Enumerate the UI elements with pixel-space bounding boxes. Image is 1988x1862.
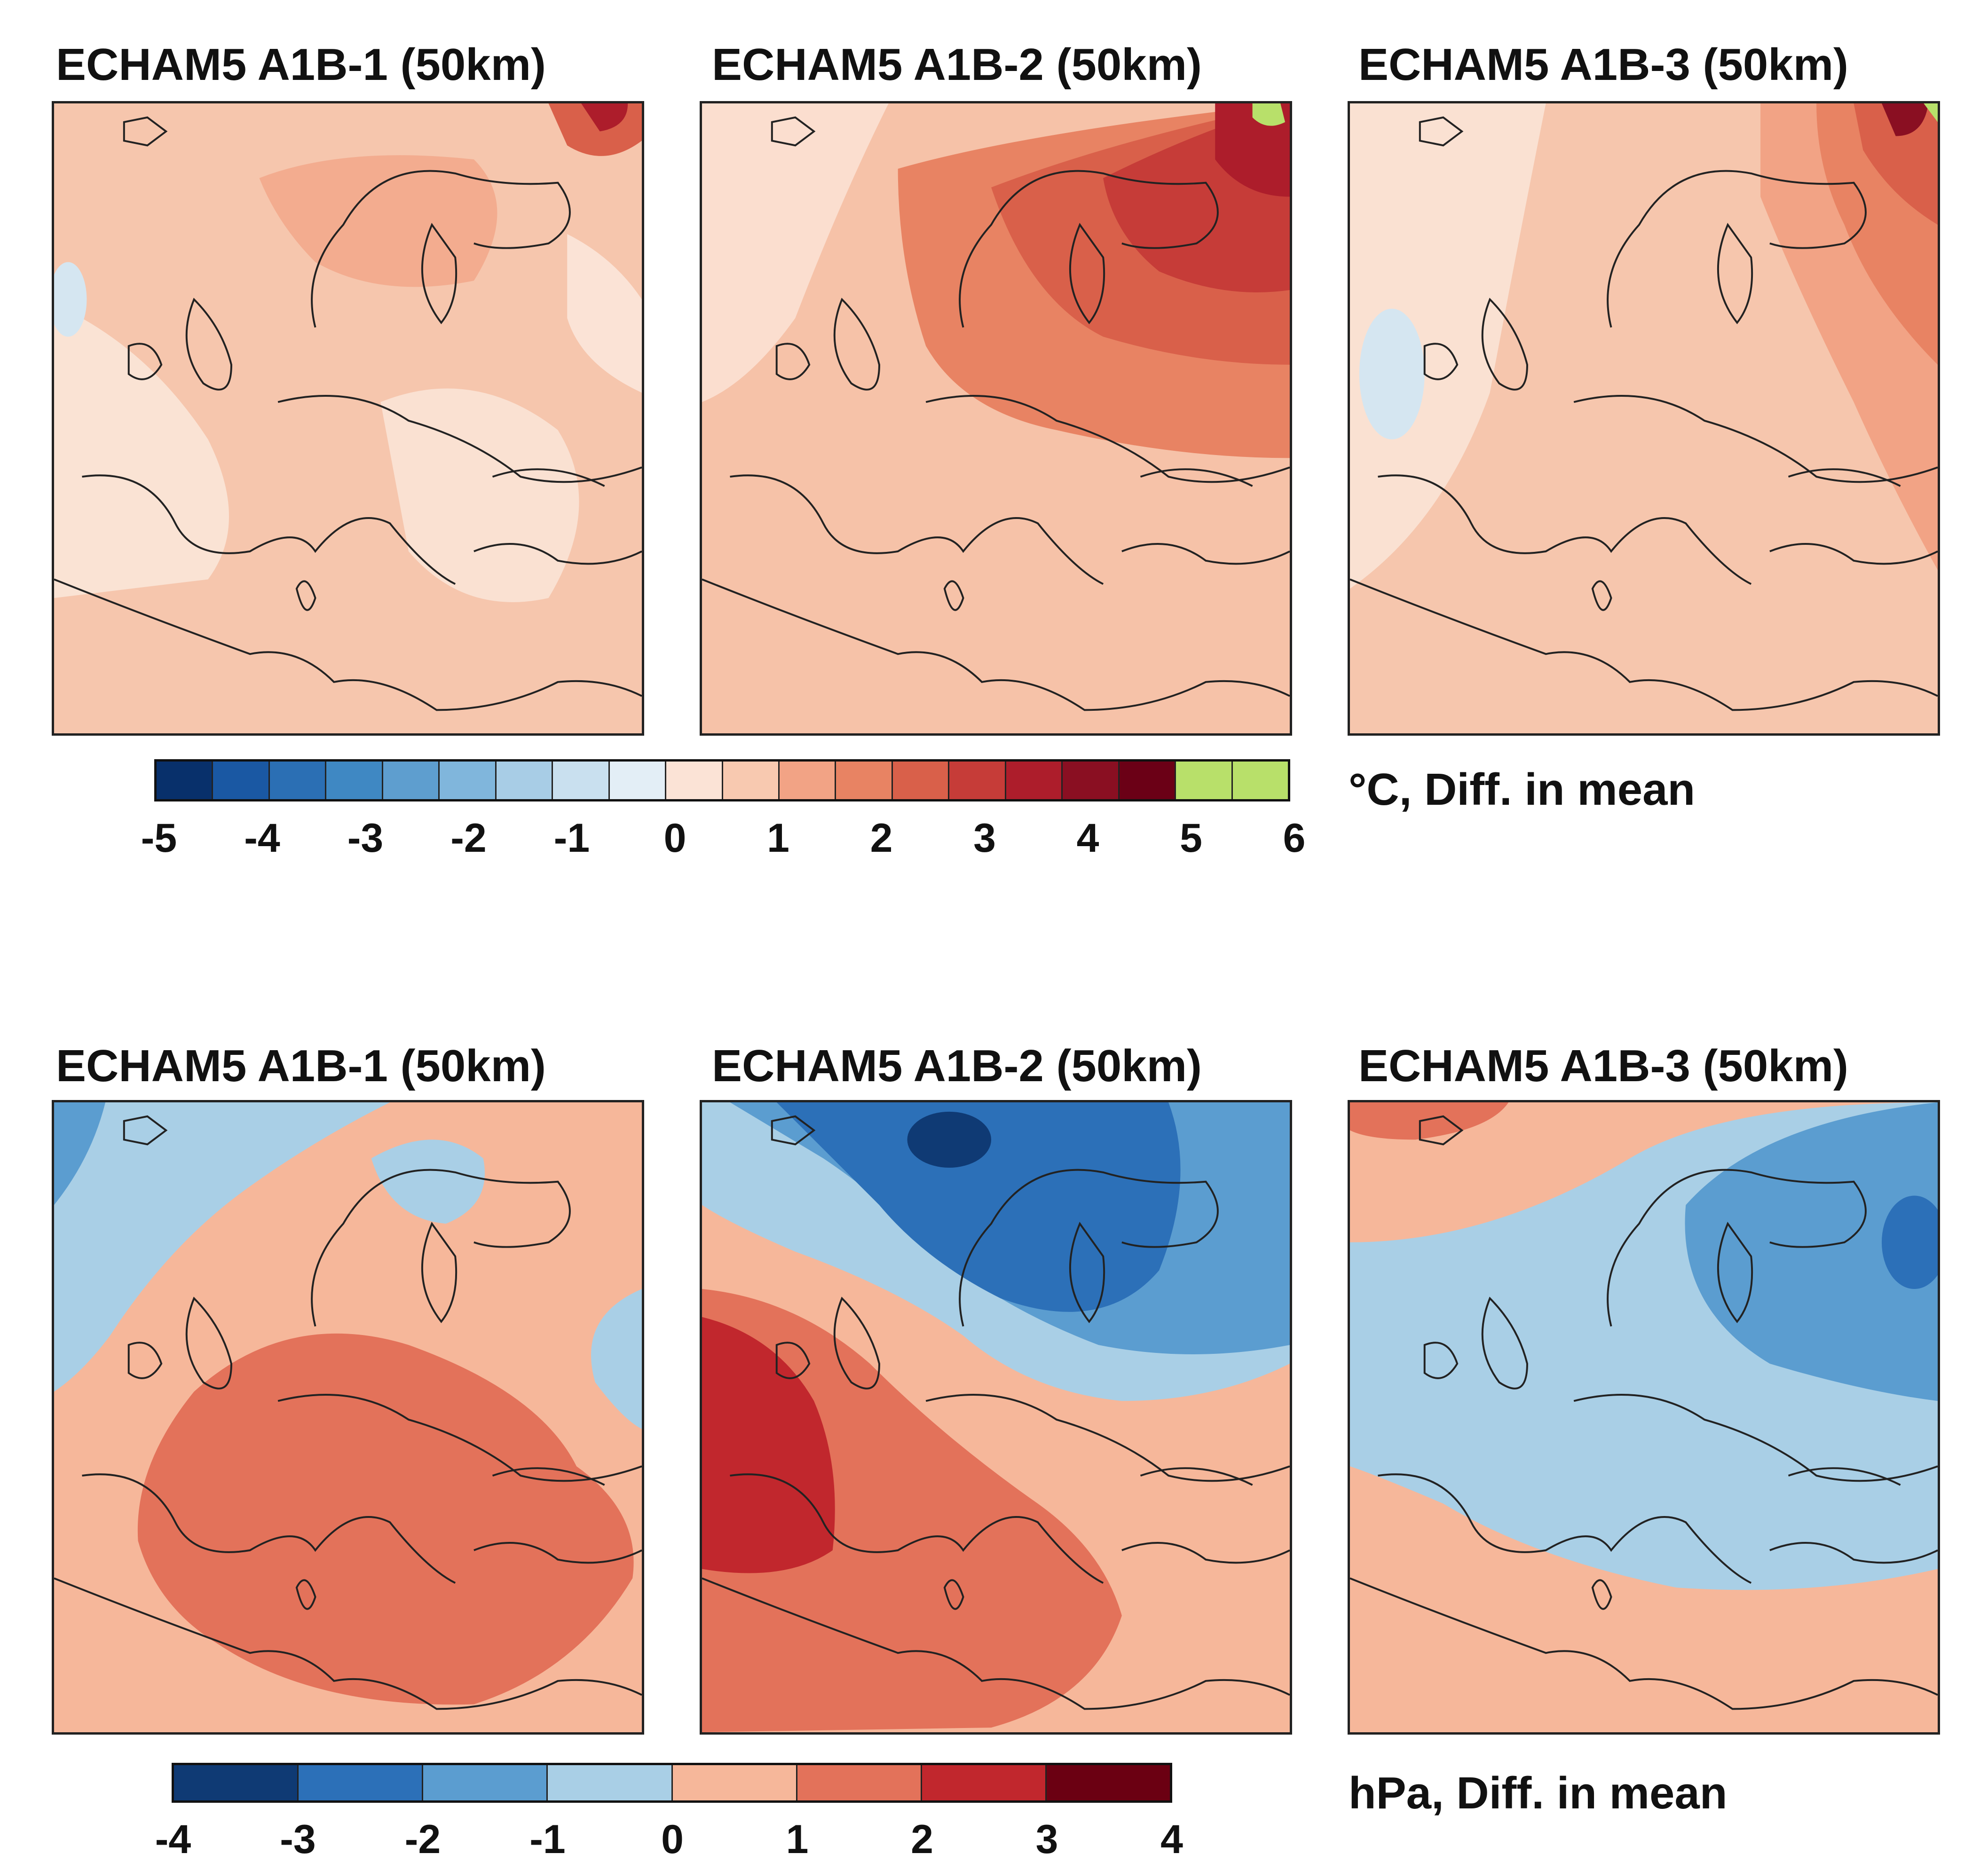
colorbar-bin (326, 762, 383, 799)
colorbar-bin (836, 762, 893, 799)
pressure-unit-label: hPa, Diff. in mean (1349, 1768, 1728, 1818)
temperature-unit-label: °C, Diff. in mean (1349, 764, 1696, 815)
colorbar-tick-label: 1 (767, 816, 789, 861)
colorbar-bin (553, 762, 610, 799)
panel-title-bottom-2: ECHAM5 A1B-2 (50km) (711, 1041, 1202, 1091)
panel-title-bottom-1: ECHAM5 A1B-1 (50km) (55, 1041, 546, 1091)
colorbar-bin (299, 1765, 424, 1800)
colorbar-bin (797, 1765, 922, 1800)
colorbar-bin (609, 762, 667, 799)
temperature-colorbar (154, 759, 1290, 801)
colorbar-bin (213, 762, 270, 799)
colorbar-tick-label: -2 (404, 1817, 441, 1862)
colorbar-bin (949, 762, 1006, 799)
colorbar-bin (548, 1765, 673, 1800)
colorbar-tick-label: -1 (553, 816, 590, 861)
colorbar-tick-label: 3 (973, 816, 996, 861)
colorbar-bin (383, 762, 440, 799)
pressure-map-a1b-1 (52, 1100, 644, 1735)
colorbar-tick-label: 6 (1283, 816, 1306, 861)
panel-title-bottom-3: ECHAM5 A1B-3 (50km) (1358, 1041, 1849, 1091)
colorbar-bin (723, 762, 780, 799)
colorbar-tick-label: 1 (786, 1817, 809, 1862)
colorbar-bin (922, 1765, 1047, 1800)
temperature-map-a1b-2 (700, 101, 1292, 736)
colorbar-bin (1232, 762, 1288, 799)
pressure-map-a1b-2 (700, 1100, 1292, 1735)
colorbar-tick-label: -5 (141, 816, 177, 861)
colorbar-bin (423, 1765, 548, 1800)
panel-title-top-3: ECHAM5 A1B-3 (50km) (1358, 39, 1849, 90)
temperature-map-a1b-1 (52, 101, 644, 736)
colorbar-tick-label: -3 (347, 816, 384, 861)
colorbar-tick-label: -2 (450, 816, 487, 861)
panel-title-top-2: ECHAM5 A1B-2 (50km) (711, 39, 1202, 90)
colorbar-tick-label: -1 (529, 1817, 566, 1862)
colorbar-tick-label: 0 (661, 1817, 684, 1862)
colorbar-bin (269, 762, 327, 799)
colorbar-bin (1046, 1765, 1170, 1800)
colorbar-bin (157, 762, 213, 799)
panel-title-top-1: ECHAM5 A1B-1 (50km) (55, 39, 546, 90)
colorbar-bin (1006, 762, 1063, 799)
colorbar-bin (672, 1765, 797, 1800)
pressure-map-a1b-3 (1348, 1100, 1940, 1735)
colorbar-bin (892, 762, 950, 799)
colorbar-tick-label: 2 (870, 816, 893, 861)
colorbar-tick-label: -4 (155, 1817, 191, 1862)
colorbar-tick-label: 4 (1076, 816, 1099, 861)
colorbar-bin (1063, 762, 1120, 799)
colorbar-bin (496, 762, 553, 799)
pressure-colorbar (172, 1763, 1172, 1803)
colorbar-tick-label: 3 (1035, 1817, 1058, 1862)
colorbar-bin (440, 762, 497, 799)
colorbar-bin (174, 1765, 299, 1800)
colorbar-tick-label: -4 (244, 816, 280, 861)
colorbar-tick-label: -3 (280, 1817, 316, 1862)
temperature-map-a1b-3 (1348, 101, 1940, 736)
colorbar-tick-label: 5 (1180, 816, 1202, 861)
colorbar-bin (666, 762, 723, 799)
colorbar-bin (1176, 762, 1233, 799)
colorbar-tick-label: 2 (911, 1817, 933, 1862)
colorbar-tick-label: 0 (663, 816, 686, 861)
colorbar-tick-label: 4 (1160, 1817, 1183, 1862)
colorbar-bin (1119, 762, 1176, 799)
colorbar-bin (779, 762, 836, 799)
